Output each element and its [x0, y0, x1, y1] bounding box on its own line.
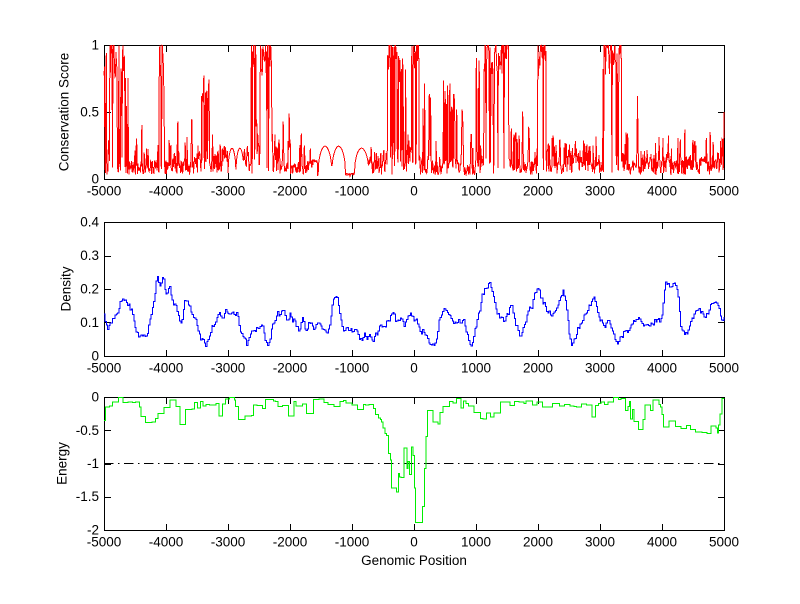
- svg-text:-1000: -1000: [335, 535, 370, 550]
- svg-text:0.1: 0.1: [80, 315, 99, 330]
- svg-text:-4000: -4000: [149, 535, 184, 550]
- svg-text:0.4: 0.4: [80, 215, 99, 230]
- svg-text:-4000: -4000: [149, 361, 184, 376]
- svg-text:Conservation Score: Conservation Score: [57, 53, 72, 172]
- svg-text:1000: 1000: [461, 535, 491, 550]
- svg-text:-3000: -3000: [211, 535, 246, 550]
- svg-text:Energy: Energy: [55, 442, 70, 485]
- svg-text:3000: 3000: [585, 535, 615, 550]
- svg-text:5000: 5000: [709, 361, 739, 376]
- svg-text:3000: 3000: [585, 361, 615, 376]
- svg-text:5000: 5000: [709, 184, 739, 199]
- svg-text:0: 0: [91, 390, 99, 405]
- svg-text:-2000: -2000: [273, 535, 308, 550]
- svg-text:5000: 5000: [709, 535, 739, 550]
- svg-text:-5000: -5000: [87, 535, 122, 550]
- svg-text:-1000: -1000: [335, 184, 370, 199]
- svg-text:0: 0: [91, 349, 99, 364]
- svg-text:1: 1: [91, 38, 99, 53]
- svg-text:0.5: 0.5: [80, 105, 99, 120]
- svg-text:-2000: -2000: [273, 184, 308, 199]
- svg-text:-0.5: -0.5: [76, 423, 99, 438]
- svg-text:0.2: 0.2: [80, 282, 99, 297]
- svg-text:1000: 1000: [461, 184, 491, 199]
- svg-text:-2: -2: [87, 523, 99, 538]
- svg-text:-4000: -4000: [149, 184, 184, 199]
- svg-text:0: 0: [410, 361, 418, 376]
- svg-text:Genomic Position: Genomic Position: [361, 553, 467, 568]
- svg-text:4000: 4000: [647, 361, 677, 376]
- svg-text:2000: 2000: [523, 535, 553, 550]
- svg-text:-3000: -3000: [211, 184, 246, 199]
- svg-text:1000: 1000: [461, 361, 491, 376]
- svg-text:4000: 4000: [647, 535, 677, 550]
- svg-text:3000: 3000: [585, 184, 615, 199]
- svg-text:0: 0: [410, 184, 418, 199]
- svg-text:-3000: -3000: [211, 361, 246, 376]
- svg-text:2000: 2000: [523, 184, 553, 199]
- svg-text:4000: 4000: [647, 184, 677, 199]
- svg-text:2000: 2000: [523, 361, 553, 376]
- svg-text:0.3: 0.3: [80, 248, 99, 263]
- svg-text:-1: -1: [87, 456, 99, 471]
- svg-text:-1.5: -1.5: [76, 489, 99, 504]
- svg-text:0: 0: [410, 535, 418, 550]
- svg-text:-5000: -5000: [87, 361, 122, 376]
- svg-text:-2000: -2000: [273, 361, 308, 376]
- svg-text:0: 0: [91, 172, 99, 187]
- svg-text:-1000: -1000: [335, 361, 370, 376]
- svg-text:-5000: -5000: [87, 184, 122, 199]
- svg-text:Density: Density: [59, 266, 74, 311]
